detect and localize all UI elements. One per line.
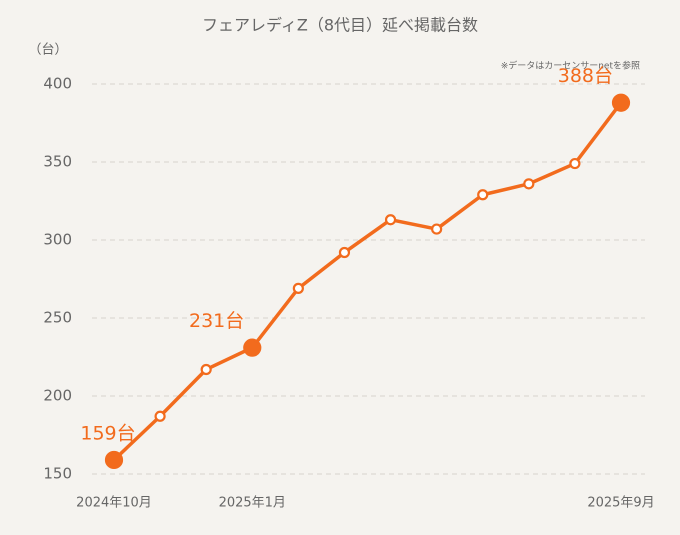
y-tick-label: 350: [43, 153, 72, 171]
y-tick-label: 300: [43, 231, 72, 249]
y-tick-label: 150: [43, 465, 72, 483]
chart-title: フェアレディZ（8代目）延べ掲載台数: [202, 16, 478, 35]
data-label: 231台: [189, 310, 244, 332]
line: [112, 101, 623, 462]
point: [523, 178, 535, 190]
y-tick-label: 200: [43, 387, 72, 405]
point: [154, 410, 166, 422]
point: [243, 338, 262, 357]
y-tick-label: 400: [43, 75, 72, 93]
data-label: 159台: [80, 422, 135, 444]
note: ※データはカーセンサーnetを参照: [501, 60, 640, 72]
point: [477, 189, 489, 201]
point: [338, 246, 351, 259]
point: [569, 157, 581, 170]
point: [200, 363, 212, 376]
x-tick-label: 2024年10月: [76, 496, 152, 511]
x-tick-label: 2025年9月: [587, 496, 654, 511]
point: [384, 214, 397, 226]
data-label: 388台: [558, 65, 613, 87]
point: [611, 93, 631, 112]
point: [104, 450, 124, 470]
x-tick-label: 2025年1月: [219, 496, 286, 511]
point: [431, 223, 443, 235]
point: [292, 282, 304, 294]
y-axis-label: （台）: [28, 43, 67, 58]
y-tick-label: 250: [43, 309, 72, 327]
